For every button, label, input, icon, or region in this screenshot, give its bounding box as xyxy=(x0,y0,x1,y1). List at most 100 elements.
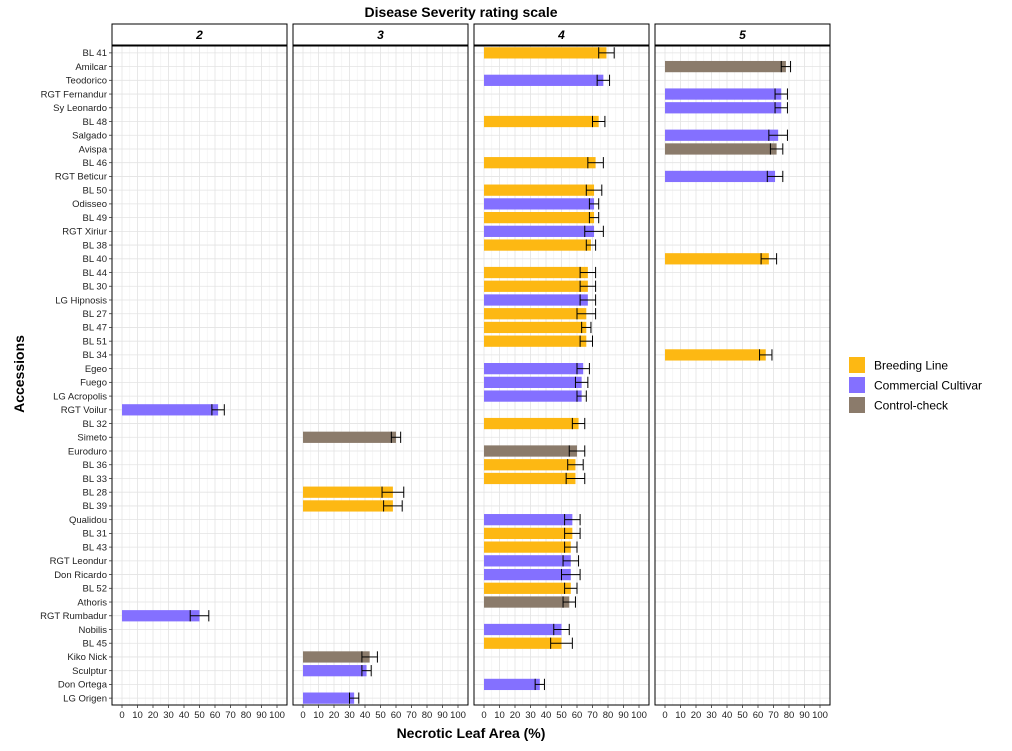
x-tick-label: 80 xyxy=(784,710,795,721)
facet-panel-4: 40 10 20 30 40 50 60 70 80 90 100 xyxy=(473,23,650,721)
facet-strip-label: 2 xyxy=(195,28,203,42)
x-tick-label: 60 xyxy=(391,710,402,721)
bar xyxy=(665,102,782,114)
y-tick-label: Odisseo xyxy=(72,199,107,210)
bar xyxy=(122,610,200,622)
bar xyxy=(484,225,595,237)
legend-label: Control-check xyxy=(874,399,949,413)
bar xyxy=(484,417,579,430)
x-tick-label: 70 xyxy=(587,710,598,721)
y-tick-label: BL 46 xyxy=(83,158,107,169)
y-axis: BL 41 Amilcar Teodorico RGT Fernandur Sy Leo… xyxy=(40,48,112,704)
facet-panel-5: 50 10 20 30 40 50 60 70 80 90 100 xyxy=(654,23,831,721)
bar xyxy=(303,431,396,443)
legend-key xyxy=(849,377,865,393)
y-tick-label: BL 38 xyxy=(83,240,107,251)
bar xyxy=(484,527,573,540)
y-tick-label: Salgado xyxy=(72,131,107,142)
y-tick-label: RGT Rumbadur xyxy=(40,611,107,622)
y-tick-label: Don Ortega xyxy=(58,680,108,691)
x-tick-label: 60 xyxy=(210,710,221,721)
x-tick-label: 10 xyxy=(132,710,143,721)
x-tick-label: 30 xyxy=(163,710,174,721)
legend: Breeding Line Commercial Cultivar Control-… xyxy=(849,357,982,413)
x-tick-label: 90 xyxy=(618,710,629,721)
y-tick-label: Simeto xyxy=(77,433,107,444)
x-tick-label: 70 xyxy=(768,710,779,721)
y-tick-label: Egeo xyxy=(85,364,107,375)
y-tick-label: BL 43 xyxy=(83,542,107,553)
x-tick-label: 90 xyxy=(437,710,448,721)
y-tick-label: LG Origen xyxy=(63,693,107,704)
bar xyxy=(484,541,571,553)
y-tick-label: BL 36 xyxy=(83,460,107,471)
y-tick-label: Kiko Nick xyxy=(67,652,107,663)
x-tick-label: 80 xyxy=(241,710,252,721)
bar xyxy=(484,623,562,636)
y-tick-label: Fuego xyxy=(80,378,107,389)
facet-strip xyxy=(292,23,469,46)
x-tick-label: 90 xyxy=(799,710,810,721)
bar xyxy=(665,143,777,155)
bar xyxy=(484,266,588,279)
y-tick-label: BL 32 xyxy=(83,419,107,430)
x-axis-title: Necrotic Leaf Area (%) xyxy=(397,725,546,741)
y-tick-label: BL 50 xyxy=(83,185,107,196)
bar xyxy=(484,678,540,691)
x-tick-label: 10 xyxy=(494,710,505,721)
bar xyxy=(665,88,782,100)
bar xyxy=(484,459,576,471)
y-tick-label: Nobilis xyxy=(78,625,107,636)
facet-strip-label: 5 xyxy=(739,28,746,42)
y-tick-label: RGT Voilur xyxy=(61,405,107,416)
x-tick-label: 100 xyxy=(269,710,285,721)
y-tick-label: Avispa xyxy=(79,144,108,155)
bar xyxy=(122,404,219,416)
bar xyxy=(665,60,786,73)
y-tick-label: Sculptur xyxy=(72,666,107,677)
x-tick-label: 60 xyxy=(753,710,764,721)
y-tick-label: Teodorico xyxy=(66,76,107,87)
y-tick-label: BL 49 xyxy=(83,213,107,224)
facet-panel-3: 30 10 20 30 40 50 60 70 80 90 100 xyxy=(292,23,469,721)
y-tick-label: RGT Fernandur xyxy=(41,89,107,100)
y-tick-label: Athoris xyxy=(77,597,107,608)
y-tick-label: LG Hipnosis xyxy=(55,295,107,306)
y-tick-label: BL 31 xyxy=(83,529,107,540)
y-axis-title: Accessions xyxy=(11,335,27,413)
x-tick-label: 50 xyxy=(194,710,205,721)
bar xyxy=(484,472,576,485)
facet-strip-label: 3 xyxy=(377,28,384,42)
legend-label: Commercial Cultivar xyxy=(874,379,982,393)
y-tick-label: BL 39 xyxy=(83,501,107,512)
bar xyxy=(484,280,588,292)
x-tick-label: 30 xyxy=(525,710,536,721)
bar xyxy=(484,582,571,594)
x-tick-label: 40 xyxy=(541,710,552,721)
bar xyxy=(484,157,596,169)
y-tick-label: BL 44 xyxy=(83,268,107,279)
legend-label: Breeding Line xyxy=(874,359,948,373)
bar xyxy=(303,486,393,498)
bar xyxy=(665,253,769,265)
x-tick-label: 40 xyxy=(179,710,190,721)
chart-title: Disease Severity rating scale xyxy=(364,4,557,20)
bar xyxy=(484,637,562,649)
facet-strip xyxy=(111,23,288,46)
y-tick-label: BL 48 xyxy=(83,117,107,128)
x-tick-label: 20 xyxy=(148,710,159,721)
bar xyxy=(665,129,779,141)
x-tick-label: 0 xyxy=(119,710,124,721)
x-tick-label: 0 xyxy=(481,710,486,721)
x-tick-label: 100 xyxy=(450,710,466,721)
y-tick-label: BL 40 xyxy=(83,254,107,265)
x-tick-label: 20 xyxy=(510,710,521,721)
bar xyxy=(484,308,587,320)
y-tick-label: LG Acropolis xyxy=(53,391,107,402)
y-tick-label: BL 28 xyxy=(83,487,107,498)
x-tick-label: 80 xyxy=(603,710,614,721)
x-tick-label: 20 xyxy=(691,710,702,721)
x-tick-label: 100 xyxy=(631,710,647,721)
